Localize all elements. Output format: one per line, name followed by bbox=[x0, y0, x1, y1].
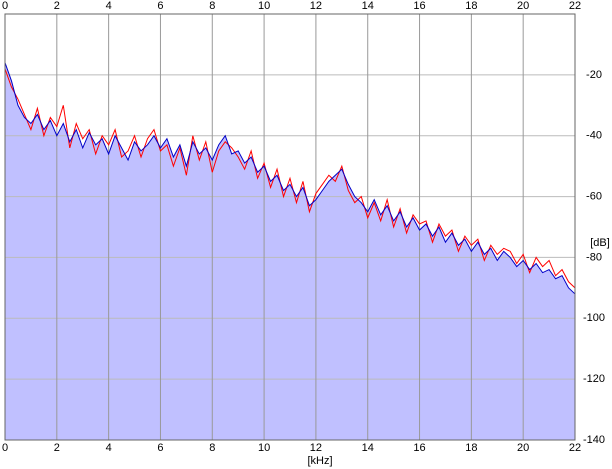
x-tick-label: 6 bbox=[157, 442, 163, 454]
x-tick-label: 22 bbox=[569, 0, 581, 12]
x-tick-label: 10 bbox=[258, 442, 270, 454]
x-tick-label: 0 bbox=[2, 0, 8, 12]
x-axis-label: [kHz] bbox=[307, 455, 332, 467]
y-tick-label: -80 bbox=[586, 251, 602, 263]
x-tick-label: 8 bbox=[209, 0, 215, 12]
y-tick-label: -100 bbox=[583, 312, 605, 324]
x-tick-label: 18 bbox=[465, 0, 477, 12]
x-tick-label: 18 bbox=[465, 442, 477, 454]
y-axis-label: [dB] bbox=[590, 237, 610, 249]
x-tick-label: 6 bbox=[157, 0, 163, 12]
plot-border bbox=[4, 13, 576, 441]
y-tick-label: -140 bbox=[583, 434, 605, 446]
x-tick-label: 16 bbox=[413, 0, 425, 12]
y-tick-label: -60 bbox=[586, 190, 602, 202]
x-tick-label: 16 bbox=[413, 442, 425, 454]
x-tick-label: 2 bbox=[54, 0, 60, 12]
x-tick-label: 20 bbox=[517, 0, 529, 12]
x-tick-label: 8 bbox=[209, 442, 215, 454]
series-line bbox=[4, 62, 576, 295]
x-tick-label: 22 bbox=[569, 442, 581, 454]
x-tick-label: 20 bbox=[517, 442, 529, 454]
x-tick-label: 14 bbox=[362, 0, 374, 12]
x-tick-label: 14 bbox=[362, 442, 374, 454]
x-tick-label: 10 bbox=[258, 0, 270, 12]
x-tick-label: 4 bbox=[106, 0, 112, 12]
y-tick-label: -120 bbox=[583, 373, 605, 385]
y-tick-label: -40 bbox=[586, 130, 602, 142]
x-tick-label: 2 bbox=[54, 442, 60, 454]
x-tick-label: 12 bbox=[310, 442, 322, 454]
y-tick-label: -20 bbox=[586, 69, 602, 81]
area bbox=[5, 62, 575, 440]
x-tick-label: 4 bbox=[106, 442, 112, 454]
x-tick-label: 12 bbox=[310, 0, 322, 12]
x-tick-label: 0 bbox=[2, 442, 8, 454]
